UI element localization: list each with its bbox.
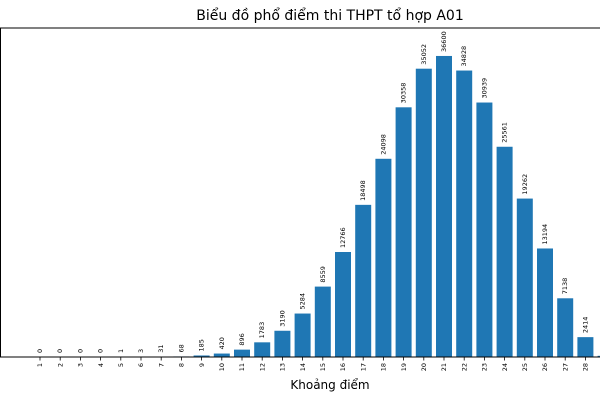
data-label: 13194	[541, 224, 549, 245]
bars-layer	[112, 55, 600, 358]
data-label: 34828	[460, 46, 468, 67]
x-tick-label: 22	[460, 363, 468, 371]
data-label: 2414	[581, 317, 589, 334]
data-label: 25561	[501, 122, 509, 143]
data-label: 896	[238, 333, 246, 345]
data-label: 1	[117, 349, 125, 353]
data-label: 12766	[339, 227, 347, 248]
x-tick-label: 3	[77, 363, 85, 367]
bar	[274, 330, 291, 357]
data-labels-layer: 0 0 0 0 1 3 31 68 185 420 896 1783 3190 5284 8559 12766…	[36, 31, 589, 353]
bar	[557, 298, 574, 357]
x-tick-label: 24	[501, 363, 509, 371]
data-label: 0	[76, 349, 84, 353]
x-tick-label: 17	[359, 363, 367, 371]
bar	[496, 146, 513, 357]
bar	[436, 55, 452, 358]
x-tick-label: 14	[299, 363, 307, 371]
x-tick-label: 26	[541, 363, 549, 371]
bar	[294, 313, 311, 357]
data-label: 1783	[258, 322, 266, 339]
x-tick-label: 9	[198, 363, 206, 367]
chart-title: Biểu đồ phổ điểm thi THPT tổ hợp A01	[196, 7, 463, 24]
x-tick-label: 10	[218, 363, 226, 371]
data-label: 0	[36, 349, 44, 353]
bar	[213, 353, 230, 357]
data-label: 0	[97, 349, 105, 353]
data-label: 19262	[521, 174, 529, 195]
x-tick-label: 23	[481, 363, 489, 371]
x-tick-label: 13	[279, 363, 287, 371]
data-label: 7138	[561, 278, 569, 295]
x-tick-label: 21	[440, 363, 448, 371]
x-tick-label: 1	[36, 363, 44, 367]
x-axis-label: Khoảng điểm	[290, 378, 369, 392]
x-tick-label: 25	[521, 363, 529, 371]
x-tick-label: 15	[319, 363, 327, 371]
data-label: 68	[177, 344, 185, 352]
data-label: 0	[56, 349, 64, 353]
x-tick-label: 6	[137, 363, 145, 367]
data-label: 24098	[379, 134, 387, 155]
bar	[597, 355, 600, 357]
x-tick-label: 20	[420, 363, 428, 371]
bar	[254, 342, 271, 357]
x-tick-label: 12	[258, 363, 266, 371]
data-label: 420	[218, 337, 226, 349]
x-tick-label: 5	[117, 363, 125, 367]
bar	[314, 286, 331, 357]
x-axis-ticks: 1 2 3 4 5 6 7 8 9 10 11 12 13 14 15 16 17 18 19 20 21 22 23 24 2…	[36, 357, 590, 371]
x-tick-label: 16	[339, 363, 347, 371]
data-label: 35052	[420, 44, 428, 65]
data-label: 31	[157, 344, 165, 352]
x-tick-label: 11	[238, 363, 246, 371]
data-label: 3190	[278, 310, 286, 327]
bar	[335, 252, 351, 357]
bar	[375, 158, 392, 357]
axes	[0, 27, 600, 358]
bar	[516, 198, 533, 357]
x-tick-label: 27	[561, 363, 569, 371]
x-tick-label: 18	[380, 363, 388, 371]
bar	[234, 349, 250, 357]
data-label: 8559	[319, 266, 327, 283]
bar	[537, 248, 553, 357]
bar	[355, 204, 372, 357]
bar	[193, 355, 210, 357]
data-label: 18498	[359, 180, 367, 201]
x-tick-label: 19	[400, 363, 408, 371]
data-label: 185	[198, 339, 206, 351]
data-label: 3	[137, 349, 145, 353]
x-tick-label: 4	[97, 363, 105, 367]
data-label: 36600	[440, 31, 448, 52]
x-tick-label: 7	[157, 363, 165, 367]
bar	[456, 70, 473, 357]
bar	[395, 107, 412, 357]
bar	[415, 68, 432, 357]
x-tick-label: 28	[582, 363, 590, 371]
x-tick-label: 2	[56, 363, 64, 367]
bar	[577, 337, 594, 357]
x-tick-label: 8	[178, 363, 186, 367]
data-label: 30358	[400, 83, 408, 104]
data-label: 30939	[480, 78, 488, 99]
bar	[476, 102, 493, 357]
data-label: 5284	[299, 293, 307, 310]
